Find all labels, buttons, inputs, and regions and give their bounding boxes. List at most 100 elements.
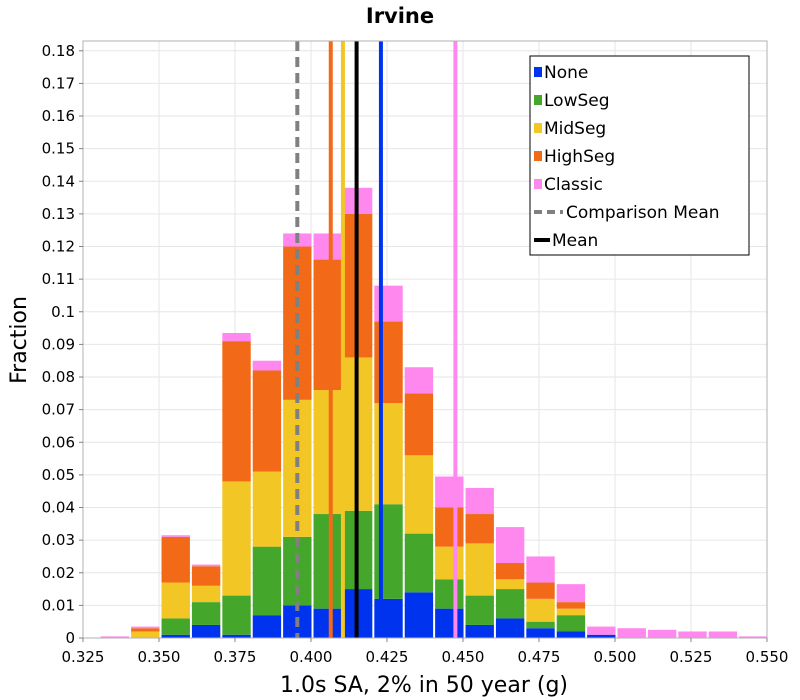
bar-midseg-bin-12 (435, 546, 464, 580)
bar-classic-bin-12 (435, 476, 464, 508)
y-tick-label: 0.11 (42, 270, 75, 288)
y-tick-label: 0.13 (42, 205, 75, 223)
x-tick-label: 0.550 (746, 648, 789, 666)
x-axis-label: 1.0s SA, 2% in 50 year (g) (280, 673, 568, 698)
bar-highseg-bin-5 (222, 341, 251, 482)
y-tick-label: 0.07 (42, 401, 75, 419)
legend-classic-label: Classic (544, 175, 603, 195)
bar-highseg-bin-8 (313, 259, 342, 391)
legend-lowseg-label: LowSeg (544, 91, 610, 111)
x-tick-label: 0.450 (442, 648, 485, 666)
bar-highseg-bin-13 (465, 514, 494, 544)
y-axis-label: Fraction (7, 296, 32, 384)
bar-lowseg-bin-16 (556, 615, 586, 632)
bar-classic-bin-3 (161, 535, 190, 537)
bar-highseg-bin-4 (191, 566, 221, 586)
bar-classic-bin-16 (556, 584, 586, 603)
bar-highseg-bin-14 (495, 562, 525, 580)
bar-midseg-bin-5 (222, 481, 251, 596)
bar-classic-bin-15 (526, 556, 555, 583)
y-axis-ticks: 0 0.01 0.02 0.03 0.04 0.05 0.06 0.07 0.08 0.09 0.1… (42, 42, 83, 647)
y-tick-label: 0.09 (42, 335, 75, 353)
y-tick-label: 0.16 (42, 107, 75, 125)
x-tick-label: 0.325 (62, 648, 105, 666)
chart-title: Irvine (366, 4, 434, 28)
legend: None LowSeg MidSeg HighSeg Classic Comparison… (529, 55, 750, 256)
bar-classic-bin-22 (739, 636, 768, 638)
bar-classic-bin-8 (313, 233, 342, 260)
bar-classic-bin-10 (374, 285, 403, 322)
bar-highseg-bin-12 (435, 507, 464, 547)
y-tick-label: 0.12 (42, 238, 75, 256)
bar-midseg-bin-11 (404, 455, 434, 534)
bar-midseg-bin-8 (313, 390, 342, 515)
bar-lowseg-bin-8 (313, 514, 342, 609)
x-tick-label: 0.425 (366, 648, 409, 666)
bar-lowseg-bin-10 (374, 504, 403, 599)
legend-classic-swatch (534, 179, 542, 189)
legend-comparison-mean-label: Comparison Mean (566, 203, 720, 223)
y-tick-label: 0.04 (42, 499, 75, 517)
bar-lowseg-bin-14 (495, 589, 525, 619)
bar-none-bin-3 (161, 634, 190, 638)
bar-lowseg-bin-4 (191, 602, 221, 625)
y-tick-label: 0.1 (51, 303, 75, 321)
y-tick-label: 0.18 (42, 42, 75, 60)
y-tick-label: 0.02 (42, 564, 75, 582)
bar-none-bin-17 (587, 634, 616, 638)
y-tick-label: 0.14 (42, 172, 75, 190)
bar-highseg-bin-3 (161, 536, 190, 583)
legend-highseg-swatch (534, 151, 542, 161)
legend-lowseg-swatch (534, 95, 542, 105)
x-tick-label: 0.350 (138, 648, 181, 666)
bar-highseg-bin-15 (526, 582, 555, 599)
bar-none-bin-11 (404, 592, 434, 638)
x-tick-label: 0.375 (214, 648, 257, 666)
bar-classic-bin-11 (404, 367, 434, 394)
bar-highseg-bin-16 (556, 602, 586, 609)
x-axis-ticks: 0.325 0.350 0.375 0.400 0.425 0.450 0.475 0.500… (62, 638, 789, 666)
y-tick-label: 0.03 (42, 531, 75, 549)
y-tick-label: 0 (65, 629, 75, 647)
bar-classic-bin-1 (100, 636, 130, 638)
legend-highseg-label: HighSeg (544, 147, 615, 167)
y-tick-label: 0.08 (42, 368, 75, 386)
bar-highseg-bin-11 (404, 393, 434, 456)
bar-lowseg-bin-5 (222, 595, 251, 635)
legend-midseg-swatch (534, 123, 542, 133)
bar-classic-bin-19 (647, 629, 677, 638)
y-tick-label: 0.17 (42, 74, 75, 92)
bar-none-bin-15 (526, 628, 555, 638)
bar-midseg-bin-15 (526, 598, 555, 622)
legend-none-label: None (544, 63, 588, 83)
bar-midseg-bin-7 (283, 399, 312, 537)
x-tick-label: 0.475 (518, 648, 561, 666)
bar-none-bin-6 (252, 615, 282, 638)
bar-midseg-bin-14 (495, 579, 525, 590)
bar-none-bin-5 (222, 634, 251, 638)
bar-midseg-bin-6 (252, 471, 282, 547)
bar-classic-bin-4 (191, 564, 221, 567)
bar-lowseg-bin-3 (161, 618, 190, 635)
bar-none-bin-8 (313, 608, 342, 638)
bar-none-bin-4 (191, 624, 221, 638)
bar-midseg-bin-4 (191, 585, 221, 603)
bar-lowseg-bin-12 (435, 579, 464, 609)
x-tick-label: 0.500 (594, 648, 637, 666)
bar-classic-bin-21 (708, 631, 738, 638)
bar-classic-bin-6 (252, 360, 282, 371)
bar-midseg-bin-10 (374, 403, 403, 505)
bar-highseg-bin-10 (374, 321, 403, 404)
bar-none-bin-10 (374, 598, 403, 638)
x-tick-label: 0.400 (290, 648, 333, 666)
bar-classic-bin-13 (465, 487, 494, 515)
legend-none-swatch (534, 67, 542, 77)
bar-classic-bin-2 (131, 626, 160, 629)
bar-midseg-bin-16 (556, 608, 586, 616)
y-tick-label: 0.15 (42, 140, 75, 158)
bar-classic-bin-14 (495, 527, 525, 563)
bar-midseg-bin-13 (465, 543, 494, 596)
bar-none-bin-16 (556, 631, 586, 638)
legend-box (529, 55, 750, 256)
